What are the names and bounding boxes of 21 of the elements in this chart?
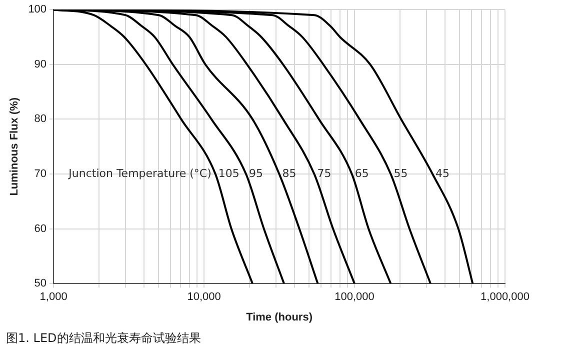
y-tick-label: 80 [34, 113, 47, 126]
x-axis-title: Time (hours) [246, 311, 313, 324]
series-label: 45 [436, 166, 450, 180]
x-tick-label: 1,000,000 [480, 291, 530, 304]
x-tick-label: 10,000 [187, 291, 221, 304]
y-axis-title: Luminous Flux (%) [8, 97, 21, 196]
x-tick-label: 100,000 [334, 291, 374, 304]
series-label: 55 [394, 166, 408, 180]
x-tick-label: 1,000 [40, 291, 68, 304]
y-tick-label: 100 [28, 4, 47, 16]
y-tick-label: 90 [34, 58, 47, 70]
series-label: 105 [218, 166, 240, 180]
series-label: 85 [282, 166, 296, 180]
caption: 图1. LED的结温和光衰寿命试验结果 [6, 330, 202, 347]
y-tick-label: 50 [34, 278, 47, 290]
y-tick-label: 60 [34, 222, 47, 235]
series-label: 95 [248, 166, 263, 180]
series-label: 65 [354, 166, 369, 180]
y-tick-label: 70 [34, 168, 47, 180]
annotation: Junction Temperature (°C) [68, 166, 212, 180]
series-label: 75 [317, 166, 332, 180]
